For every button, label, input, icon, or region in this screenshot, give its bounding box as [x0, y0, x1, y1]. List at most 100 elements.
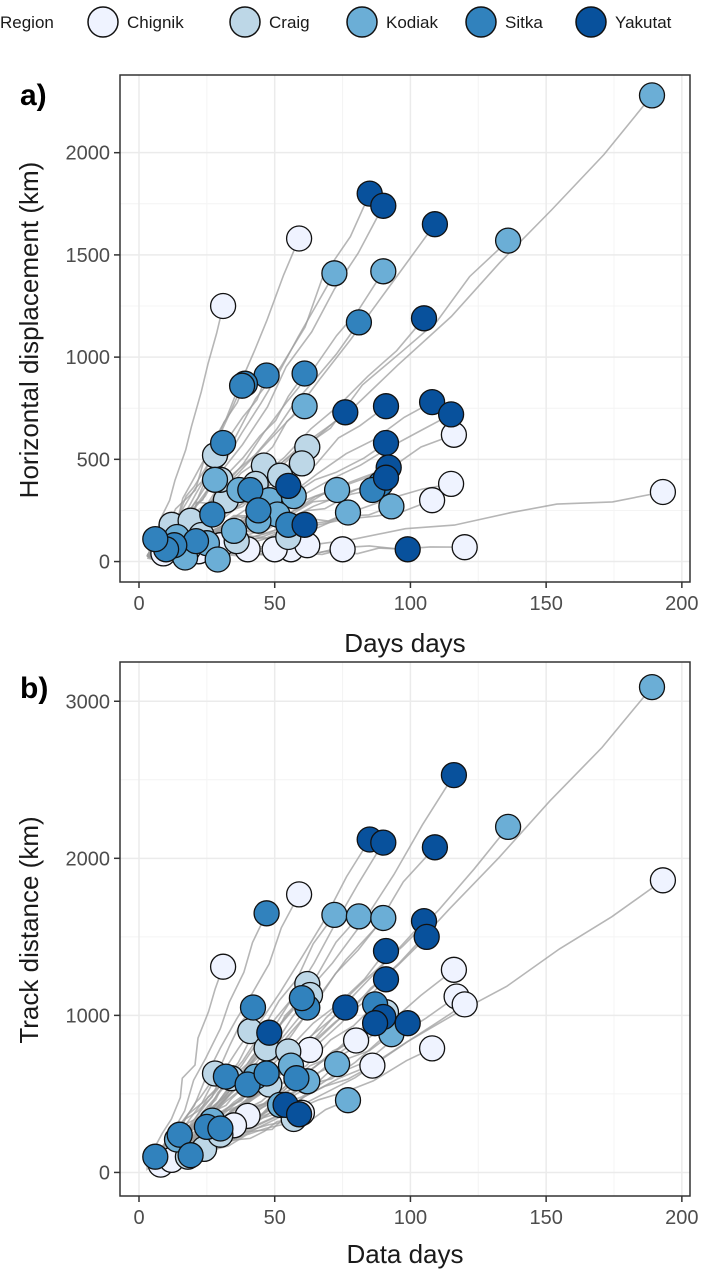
data-point-sitka [245, 497, 272, 524]
data-point-sitka [253, 900, 280, 927]
data-point-kodiak [345, 903, 373, 930]
panel-b-points [119, 661, 691, 1197]
data-point-yakutat [418, 388, 446, 416]
data-point-sitka [239, 994, 267, 1021]
data-point-kodiak [370, 904, 397, 932]
panel-a-y-axis-title: Horizontal displacement (km) [14, 162, 44, 499]
data-point-yakutat [372, 464, 400, 491]
panel-b-x-tick-label: 50 [264, 1207, 286, 1229]
data-point-chignik [418, 1035, 446, 1062]
data-point-sitka [142, 1143, 169, 1170]
data-point-kodiak [220, 517, 248, 545]
data-point-kodiak [321, 901, 348, 929]
panel-b-border [119, 661, 691, 1197]
panel-a-y-tick-label: 2000 [66, 143, 111, 165]
legend-title: Region [0, 13, 54, 32]
data-point-chignik [359, 1052, 386, 1079]
data-point-kodiak [370, 258, 397, 285]
panel-b-y-tick-label: 2000 [66, 848, 111, 870]
data-point-kodiak [638, 82, 666, 109]
legend: Region Chignik Craig Kodiak Sitka Yakutat [0, 6, 672, 38]
data-point-yakutat [410, 305, 438, 332]
panel-a-y-tick-label: 0 [99, 552, 110, 574]
data-point-sitka [199, 501, 226, 528]
track-line-sitka [146, 1006, 254, 1166]
data-point-yakutat [421, 834, 449, 861]
data-point-yakutat [275, 472, 302, 500]
data-point-chignik [451, 534, 478, 561]
panel-a-y-tick-label: 1500 [66, 245, 111, 267]
data-point-yakutat [285, 1101, 313, 1128]
legend-label-sitka: Sitka [505, 13, 543, 32]
data-point-chignik [649, 478, 677, 506]
legend-swatch-kodiak [346, 6, 378, 38]
panel-a-y-tick-label: 500 [77, 449, 110, 471]
data-point-kodiak [201, 466, 229, 493]
data-point-yakutat [372, 966, 400, 993]
data-point-kodiak [321, 260, 348, 287]
data-point-yakutat [361, 1010, 389, 1037]
data-point-kodiak [291, 393, 318, 420]
panel-b-tag: b) [20, 672, 48, 705]
data-point-sitka [288, 984, 316, 1012]
data-point-kodiak [204, 546, 231, 573]
legend-swatch-sitka [465, 6, 497, 38]
panel-a-x-tick-label: 0 [133, 593, 144, 615]
data-point-chignik [437, 470, 465, 498]
data-point-yakutat [372, 429, 400, 457]
panel-a-x-tick-label: 150 [529, 593, 562, 615]
data-point-kodiak [378, 493, 405, 520]
data-point-chignik [285, 881, 313, 908]
data-point-yakutat [332, 399, 359, 426]
panel-a-y-tick-label: 1000 [66, 347, 111, 369]
legend-label-craig: Craig [269, 13, 310, 32]
data-point-chignik [209, 953, 237, 980]
data-point-yakutat [372, 937, 400, 965]
panel-b-x-tick-label: 150 [529, 1207, 562, 1229]
panel-a-x-tick-label: 200 [665, 593, 698, 615]
data-point-yakutat [291, 511, 318, 538]
data-point-chignik [418, 487, 446, 514]
legend-swatch-craig [229, 6, 261, 38]
data-point-yakutat [437, 401, 465, 428]
data-point-yakutat [421, 211, 449, 238]
data-point-kodiak [334, 499, 362, 526]
panel-b-y-tick-label: 0 [99, 1162, 110, 1184]
panel-b-x-tick-label: 100 [394, 1207, 427, 1229]
data-point-kodiak [494, 813, 522, 841]
panel-b-x-tick-label: 200 [665, 1207, 698, 1229]
panel-b-x-tick-label: 0 [133, 1207, 144, 1229]
data-point-sitka [182, 527, 210, 555]
data-point-yakutat [256, 1019, 283, 1046]
data-point-kodiak [323, 476, 351, 504]
data-point-kodiak [323, 1050, 351, 1078]
panel-a-x-tick-label: 100 [394, 593, 427, 615]
data-point-sitka [142, 525, 169, 553]
legend-label-yakutat: Yakutat [615, 13, 672, 32]
data-point-sitka [207, 1115, 234, 1142]
data-point-yakutat [394, 536, 421, 563]
panel-a-tag: a) [20, 79, 47, 112]
data-point-kodiak [638, 673, 666, 701]
data-point-sitka [177, 1142, 204, 1169]
panel-a-x-axis-title: Days days [344, 628, 465, 658]
data-point-craig [288, 450, 316, 477]
legend-swatch-yakutat [575, 6, 607, 38]
panel-b-y-axis-title: Track distance (km) [14, 816, 44, 1043]
data-point-chignik [342, 1027, 370, 1054]
data-point-chignik [285, 225, 313, 252]
data-point-yakutat [370, 829, 397, 856]
panel-a-border [119, 74, 691, 583]
data-point-yakutat [370, 192, 397, 219]
data-point-sitka [228, 372, 256, 399]
track-line-chignik [146, 966, 224, 1165]
legend-swatch-chignik [87, 6, 119, 38]
data-point-chignik [451, 991, 478, 1018]
panel-a-points [119, 74, 691, 583]
panel-b-y-tick-label: 1000 [66, 1005, 111, 1027]
